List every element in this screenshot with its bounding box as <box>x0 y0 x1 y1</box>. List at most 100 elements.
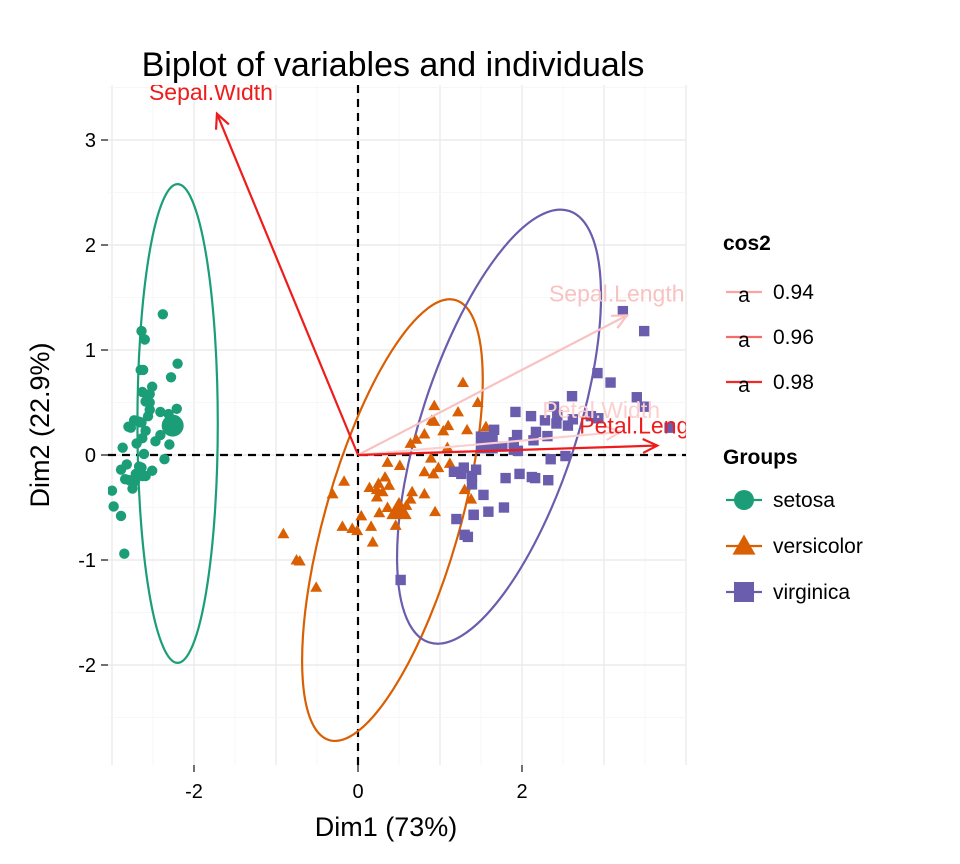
cos2-legend-label: 0.98 <box>773 371 814 394</box>
setosa-point <box>108 501 119 512</box>
versicolor-point <box>406 485 419 497</box>
setosa-point <box>164 439 175 450</box>
setosa-mean-point <box>161 414 184 437</box>
variable-label: Sepal.Width <box>149 79 273 105</box>
plot-panel-background <box>108 85 686 765</box>
groups-legend-item: setosa <box>726 489 835 512</box>
variable-label: Petal.Width <box>542 397 660 423</box>
virginica-point <box>500 472 511 484</box>
cos2-legend-label: 0.96 <box>773 326 814 349</box>
cos2-key-glyph: a <box>738 329 750 352</box>
virginica-point <box>551 418 562 429</box>
virginica-point <box>508 437 519 448</box>
virginica-point <box>456 468 467 480</box>
variable-label: Sepal.Length <box>549 280 685 306</box>
setosa-point <box>121 459 132 470</box>
versicolor-point <box>365 520 378 531</box>
versicolor-point <box>432 461 445 473</box>
versicolor-point <box>363 481 376 493</box>
virginica-point <box>552 409 563 421</box>
setosa-point <box>155 406 166 418</box>
versicolor-point <box>452 405 465 417</box>
setosa-point <box>155 429 166 441</box>
variable-arrows: Sepal.Width Sepal.Length Petal.WidthPetal.… <box>149 79 708 457</box>
variable-label: Petal.Length <box>579 413 708 439</box>
versicolor-point <box>277 527 290 539</box>
virginica-point <box>593 413 604 424</box>
virginica-point <box>530 426 542 438</box>
cos2-key-glyph: a <box>738 284 750 307</box>
versicolor-point <box>373 506 386 518</box>
virginica-point <box>483 506 494 517</box>
versicolor-point <box>425 452 437 463</box>
virginica-point <box>459 529 470 540</box>
setosa-point <box>88 503 98 513</box>
versicolor-point <box>336 520 349 531</box>
versicolor-point <box>404 437 417 448</box>
versicolor-point <box>383 479 396 490</box>
versicolor-point <box>456 376 469 388</box>
x-tick-label: -2 <box>185 781 203 803</box>
setosa-point <box>165 372 177 383</box>
versicolor-point <box>393 459 406 470</box>
cos2-legend-item: a 0.98 <box>726 371 814 397</box>
setosa-point <box>140 425 151 437</box>
versicolor-point <box>355 509 368 521</box>
virginica-point <box>498 502 510 513</box>
setosa-point <box>144 388 155 400</box>
versicolor-point <box>310 581 323 592</box>
y-tick-label: -1 <box>78 550 96 572</box>
versicolor-point <box>418 487 431 499</box>
arrow-shaft <box>357 444 658 457</box>
virginica-point <box>466 470 478 482</box>
y-tick-label: 2 <box>85 235 96 257</box>
versicolor-point <box>418 465 431 477</box>
arrow-shaft <box>357 314 628 456</box>
arrow-head <box>610 314 630 329</box>
y-tick-label: 1 <box>85 340 96 362</box>
setosa-point <box>125 422 137 433</box>
setosa-point <box>119 548 130 559</box>
virginica-point <box>542 430 553 442</box>
setosa-point <box>117 442 128 453</box>
versicolor-mean-point <box>386 496 412 520</box>
versicolor-point <box>429 505 442 517</box>
setosa-point <box>172 358 183 369</box>
versicolor-point <box>425 414 438 425</box>
virginica-point <box>545 454 556 465</box>
versicolor-point <box>293 555 306 566</box>
versicolor-point <box>479 420 492 432</box>
setosa-point <box>171 403 182 414</box>
setosa-point <box>139 334 150 345</box>
group-legend-label: versicolor <box>773 535 863 558</box>
setosa-point <box>138 448 150 460</box>
x-axis-title: Dim1 (73%) <box>315 812 458 842</box>
virginica-point <box>529 472 541 484</box>
axis-ticks: -2 0 2 -2 -1 0 1 2 3 <box>78 130 527 803</box>
virginica-point <box>548 401 560 412</box>
versicolor-point <box>418 428 431 439</box>
arrow-head <box>605 425 623 442</box>
y-axis-title: Dim2 (22.9%) <box>25 342 55 507</box>
versicolor-point <box>389 519 402 530</box>
versicolor-point <box>427 467 440 479</box>
virginica-point <box>514 468 525 480</box>
versicolor-point <box>379 471 392 482</box>
versicolor-point <box>428 399 441 411</box>
virginica-point <box>451 513 462 525</box>
virginica-point <box>525 410 537 422</box>
virginica-point <box>664 422 675 433</box>
setosa-point <box>159 454 170 465</box>
panel-rect <box>108 85 686 765</box>
virginica-point <box>631 392 642 403</box>
chart-title: Biplot of variables and individuals <box>142 46 645 84</box>
setosa-point <box>144 397 155 408</box>
setosa-point <box>135 364 146 376</box>
group-legend-label: setosa <box>773 489 835 512</box>
setosa-point <box>136 325 147 337</box>
cos2-key-glyph: a <box>738 374 750 397</box>
versicolor-point <box>410 433 423 444</box>
cos2-legend-item: a 0.96 <box>726 326 814 352</box>
versicolor-point <box>458 483 471 495</box>
cos2-legend-item: a 0.94 <box>726 281 814 307</box>
